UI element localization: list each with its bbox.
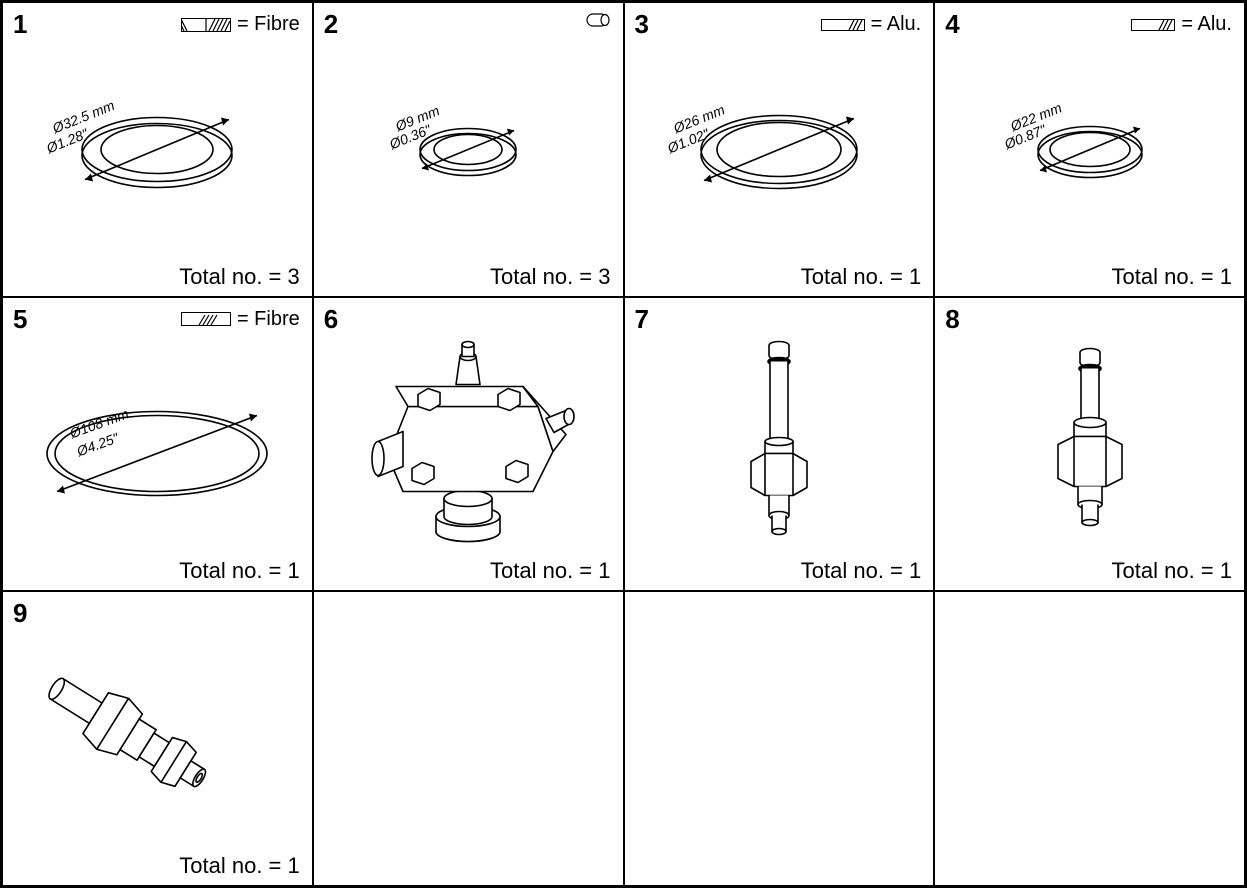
material-legend: = Alu. xyxy=(1131,13,1232,36)
small-cylinder-icon xyxy=(583,13,611,27)
hatched-pattern-icon xyxy=(181,18,231,32)
total-count: Total no. = 1 xyxy=(179,853,299,879)
cell-8: 8 xyxy=(934,297,1245,592)
total-count: Total no. = 1 xyxy=(490,558,610,584)
cell-1: 1 = Fibre Ø32.5 mm Ø1.28" xyxy=(2,2,313,297)
total-count: Total no. = 1 xyxy=(179,558,299,584)
total-count: Total no. = 1 xyxy=(1112,558,1232,584)
valve-body-illustration xyxy=(348,326,588,561)
washer-illustration: Ø32.5 mm Ø1.28" xyxy=(37,72,277,227)
material-legend: = Alu. xyxy=(821,13,922,36)
cell-empty xyxy=(934,591,1245,886)
cell-empty xyxy=(313,591,624,886)
cell-3: 3 = Alu. Ø26 mm Ø1.02" Total no. = xyxy=(624,2,935,297)
cell-number: 7 xyxy=(635,304,649,335)
washer-illustration: Ø22 mm Ø0.87" xyxy=(985,82,1195,217)
material-label: = Fibre xyxy=(237,13,300,36)
total-count: Total no. = 3 xyxy=(179,264,299,290)
cell-empty xyxy=(624,591,935,886)
cell-number: 1 xyxy=(13,9,27,40)
cell-number: 9 xyxy=(13,598,27,629)
cell-5: 5 = Fibre Ø108 mm Ø4.25" Total no. = 1 xyxy=(2,297,313,592)
o-ring-illustration: Ø108 mm Ø4.25" xyxy=(17,378,297,533)
material-label: = Fibre xyxy=(237,308,300,331)
total-count: Total no. = 1 xyxy=(801,264,921,290)
cell-4: 4 = Alu. Ø22 mm Ø0.87" Total no. = xyxy=(934,2,1245,297)
cell-6: 6 xyxy=(313,297,624,592)
cell-number: 6 xyxy=(324,304,338,335)
fitting-illustration xyxy=(23,646,243,831)
total-count: Total no. = 1 xyxy=(1112,264,1232,290)
cell-number: 8 xyxy=(945,304,959,335)
cell-2: 2 Ø9 mm Ø0.36" Total no. = 3 xyxy=(313,2,624,297)
washer-illustration: Ø26 mm Ø1.02" xyxy=(654,72,904,227)
material-label: = Alu. xyxy=(871,13,922,36)
hatched-pattern-icon xyxy=(181,312,231,326)
cell-number: 2 xyxy=(324,9,338,40)
material-legend: = Fibre xyxy=(181,308,300,331)
material-label: = Alu. xyxy=(1181,13,1232,36)
cell-number: 3 xyxy=(635,9,649,40)
part-hatched-icon xyxy=(1131,19,1175,31)
material-legend: = Fibre xyxy=(181,13,300,36)
total-count: Total no. = 3 xyxy=(490,264,610,290)
part-hatched-icon xyxy=(821,19,865,31)
total-count: Total no. = 1 xyxy=(801,558,921,584)
cell-number: 5 xyxy=(13,304,27,335)
parts-grid: 1 = Fibre Ø32.5 mm Ø1.28" xyxy=(0,0,1247,888)
cell-number: 4 xyxy=(945,9,959,40)
cell-7: 7 xyxy=(624,297,935,592)
material-legend xyxy=(583,13,611,27)
cell-9: 9 xyxy=(2,591,313,886)
stem-assembly-illustration xyxy=(1025,336,1155,551)
stem-assembly-illustration xyxy=(719,331,839,556)
washer-illustration: Ø9 mm Ø0.36" xyxy=(368,82,568,217)
